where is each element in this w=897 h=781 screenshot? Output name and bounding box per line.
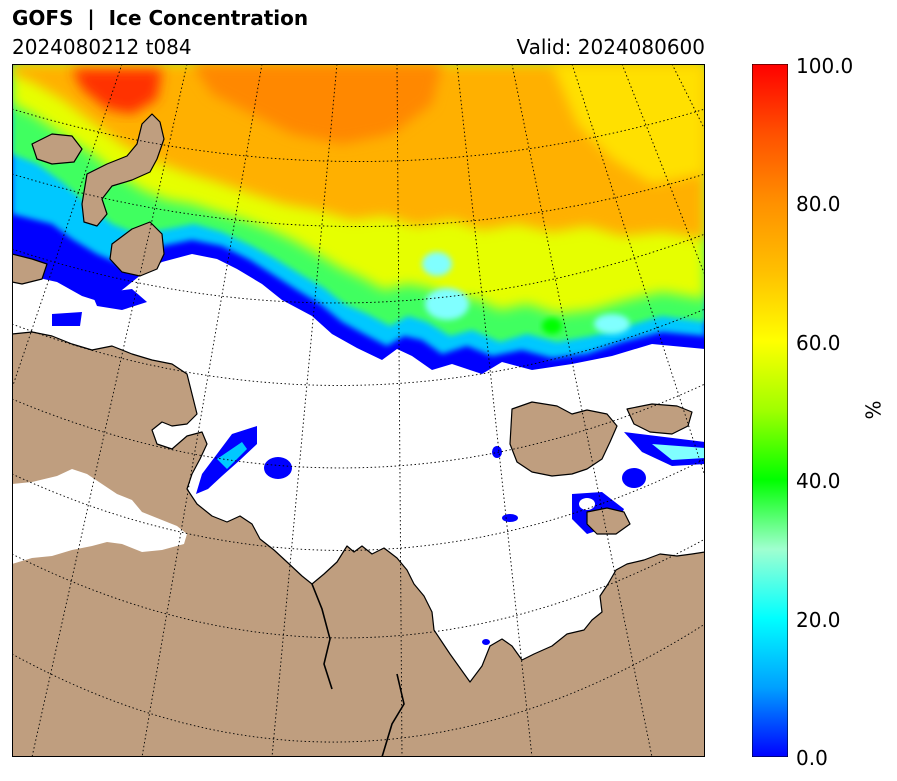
map-panel [12, 64, 705, 757]
valid-time-label: Valid: 2024080600 [516, 35, 705, 59]
rivers [311, 583, 405, 757]
colorbar-tick-40: 40.0 [796, 469, 841, 493]
colorbar-gradient [752, 64, 788, 757]
map-frame [12, 64, 705, 757]
run-label: 2024080212 t084 [12, 35, 192, 59]
graticule [12, 64, 705, 757]
colorbar-tick-60: 60.0 [796, 331, 841, 355]
colorbar-tick-20: 20.0 [796, 608, 841, 632]
plot-title: GOFS | Ice Concentration [12, 6, 309, 30]
ice-concentration-field [12, 64, 705, 645]
colorbar-tick-80: 80.0 [796, 192, 841, 216]
colorbar [752, 64, 788, 757]
colorbar-tick-100: 100.0 [796, 54, 854, 78]
colorbar-tick-0: 0.0 [796, 746, 828, 770]
land-masses [12, 113, 705, 757]
colorbar-unit-label: % [861, 400, 886, 420]
